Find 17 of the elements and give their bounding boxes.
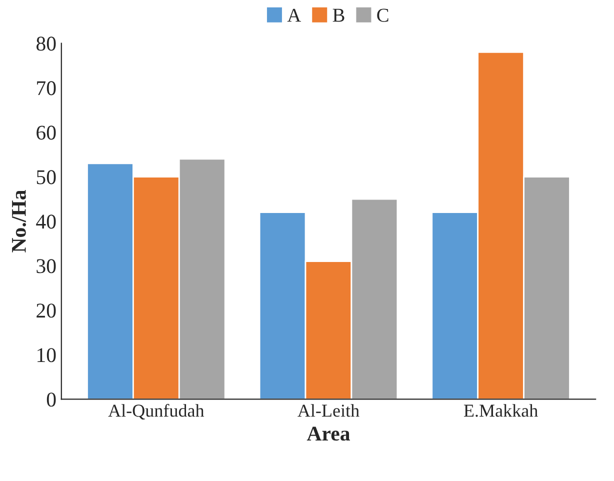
y-tick-label: 0 bbox=[46, 392, 56, 407]
y-tick-label: 20 bbox=[36, 304, 56, 318]
y-tick-label: 70 bbox=[37, 81, 56, 96]
x-tick-label: E.Makkah bbox=[464, 404, 538, 417]
y-tick-label: 10 bbox=[38, 348, 56, 362]
y-tick-label: 50 bbox=[36, 170, 56, 184]
y-tick-label: 80 bbox=[36, 36, 56, 51]
y-tick-label: 30 bbox=[36, 259, 56, 274]
x-tick-label: Al-Qunfudah bbox=[108, 404, 204, 420]
y-tick-label: 60 bbox=[36, 126, 56, 140]
y-tick-label: 40 bbox=[36, 214, 56, 229]
y-axis-title: No./Ha bbox=[12, 190, 26, 252]
x-axis-title: Area bbox=[306, 426, 350, 441]
legend-label: B bbox=[332, 8, 344, 22]
legend-label: A bbox=[287, 8, 302, 22]
legend-label: C bbox=[377, 8, 388, 22]
x-tick-label: Al-Leith bbox=[298, 404, 360, 417]
